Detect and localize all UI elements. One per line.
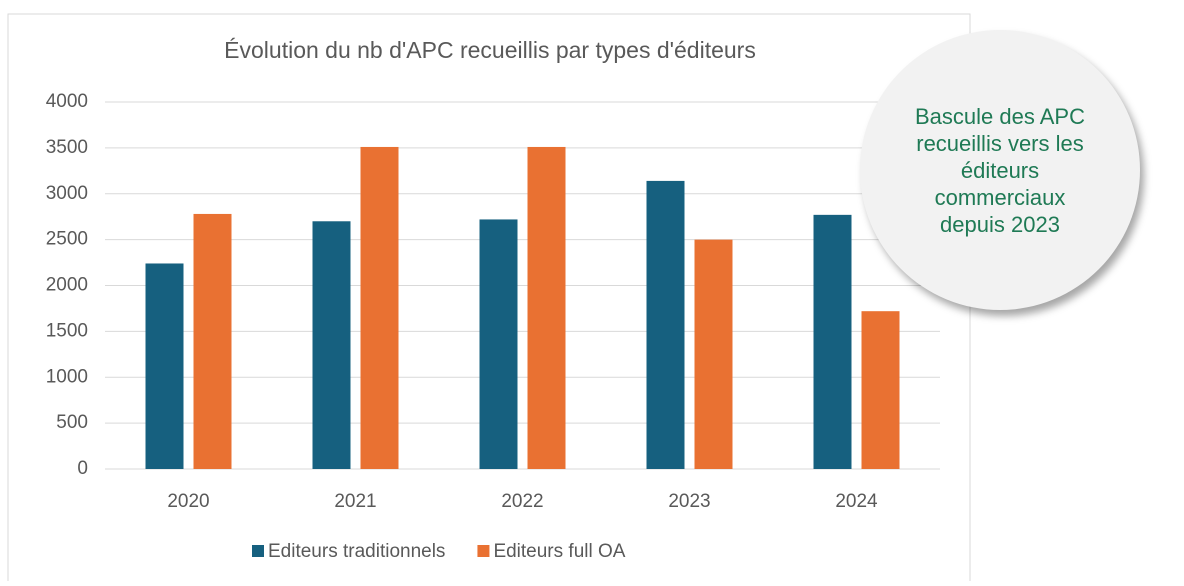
annotation-bubble: Bascule des APC recueillis vers les édit… (860, 30, 1140, 310)
legend-label: Editeurs traditionnels (268, 541, 445, 562)
y-tick-label: 2000 (46, 275, 88, 296)
bar (813, 214, 852, 469)
y-tick-label: 1500 (46, 320, 88, 341)
x-tick-label: 2021 (334, 491, 376, 512)
bar (145, 263, 184, 469)
bar (646, 180, 685, 469)
x-tick-label: 2024 (835, 491, 878, 512)
y-tick-label: 0 (77, 458, 88, 479)
bar (360, 146, 399, 469)
bar (193, 213, 232, 469)
bar (861, 311, 900, 469)
chart-title: Évolution du nb d'APC recueillis par typ… (224, 37, 756, 63)
bar (312, 221, 351, 469)
x-tick-label: 2020 (167, 491, 209, 512)
bar (694, 239, 733, 469)
y-tick-label: 1000 (46, 366, 88, 387)
y-tick-label: 4000 (46, 91, 88, 112)
y-tick-label: 2500 (46, 229, 88, 250)
bar (527, 146, 566, 469)
y-tick-label: 3000 (46, 183, 88, 204)
bar (479, 219, 518, 469)
y-tick-label: 500 (56, 412, 88, 433)
legend-label: Editeurs full OA (493, 541, 625, 562)
x-tick-label: 2023 (668, 491, 710, 512)
y-tick-label: 3500 (46, 137, 88, 158)
legend-swatch (252, 545, 264, 557)
legend-swatch (477, 545, 490, 557)
x-tick-label: 2022 (501, 491, 543, 512)
annotation: Bascule des APC recueillis vers les édit… (915, 103, 1085, 237)
